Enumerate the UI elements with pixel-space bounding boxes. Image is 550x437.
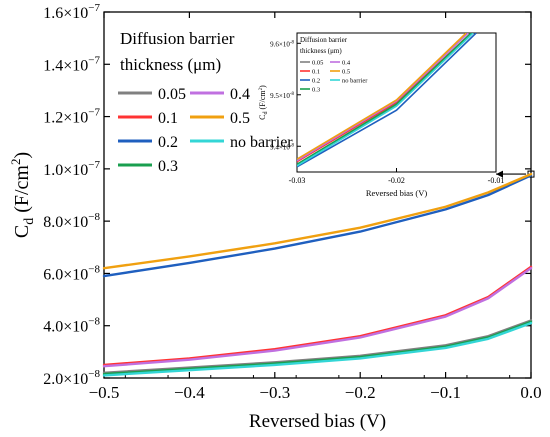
main-series-group [102,172,533,377]
y-axis-label-close: ) [11,152,33,159]
y-tick-label: 4.0×10−8 [43,316,100,336]
inset-series-line-0.5 [297,33,467,160]
y-tick-label: 1.6×10−7 [43,2,100,22]
y-tick-label: 1.4×10−7 [43,54,100,74]
inset-series-line-0.2 [297,33,477,168]
legend-title-line1: Diffusion barrier [120,29,235,48]
y-tick-label: 8.0×10−8 [43,211,100,231]
y-tick-label: 6.0×10−8 [43,263,100,283]
inset-series-line-no-barrier [297,33,474,167]
x-tick-label: −0.4 [174,383,205,402]
x-tick-label: −0.3 [259,383,290,402]
y-axis-label-main: C [11,225,33,238]
series-line-0.5 [102,172,533,270]
y-tick-mantissa: 1.4×10 [43,57,88,74]
inset-y-tick-label: 9.6×10-8 [270,40,294,48]
legend-entry-label: no barrier [230,134,293,151]
y-axis-label-sup: 2 [8,159,23,166]
x-axis-label: Reversed bias (V) [249,411,386,432]
zoom-arrow-head [496,170,503,178]
x-tick-label: −0.1 [430,383,461,402]
y-tick-exponent: −7 [88,54,100,66]
series-line-0.05 [102,319,533,374]
inset-y-axis-label-close: ) [258,85,267,88]
inset-series-group [297,33,477,168]
inset-legend-entry-label: no barrier [342,78,368,85]
y-tick-exponent: −7 [88,159,100,171]
y-tick-mantissa: 1.0×10 [43,162,88,179]
main-axes: −0.5 −0.4 −0.3 −0.2 −0.1 0.02.0×10−84.0×10−86… [8,2,542,432]
inset-y-axis-label-units: (F/cm [258,90,267,112]
inset-y-axis-label-sup: 2 [259,87,264,90]
legend-entry-label: 0.4 [230,86,250,103]
inset-x-axis-label: Reversed bias (V) [366,188,428,198]
inset-x-tick-label: -0.01 [488,176,505,185]
y-axis-label-sub: d [22,218,37,225]
legend-entry-label: 0.05 [158,86,186,103]
inset-y-tick-mantissa: 9.6×10 [270,40,290,48]
inset-legend-entry-label: 0.4 [342,60,351,67]
inset-y-tick-mantissa: 9.4×10 [270,143,290,151]
inset-x-tick-label: -0.02 [388,176,405,185]
legend-entry-label: 0.5 [230,110,250,127]
inset-y-axis-label-main: C [258,114,267,119]
y-tick-exponent: −8 [88,263,100,275]
y-tick-mantissa: 4.0×10 [43,319,88,336]
inset-x-tick-label: -0.03 [289,176,306,185]
y-tick-mantissa: 1.2×10 [43,110,88,127]
inset-y-tick-label: 9.4×10-8 [270,143,294,151]
inset-legend-entry-label: 0.3 [312,87,320,94]
y-tick-exponent: −8 [88,368,100,380]
inset-series-line-0.4 [297,33,469,162]
series-line-no-barrier [102,321,533,377]
inset-y-axis-label: Cd (F/cm2) [258,85,269,120]
inset-y-tick-exponent: -8 [290,92,295,97]
y-tick-label: 2.0×10−8 [43,368,100,388]
legend-entry-label: 0.2 [158,134,178,151]
inset-legend-entry-label: 0.2 [312,78,320,85]
y-tick-mantissa: 8.0×10 [43,214,88,231]
plot-frame [103,11,532,379]
inset-plot: -0.03 -0.02 -0.019.4×10-89.5×10-89.6×10-8R… [258,32,526,198]
inset-legend-entry-label: 0.05 [312,60,323,67]
x-tick-label: −0.5 [89,383,120,402]
y-tick-mantissa: 6.0×10 [43,266,88,283]
legend-entry-label: 0.3 [158,158,178,175]
inset-y-tick-mantissa: 9.5×10 [270,92,290,100]
inset-legend-entry-label: 0.1 [312,69,320,76]
y-tick-exponent: −7 [88,2,100,14]
y-axis-label: Cd (F/cm2) [8,152,37,238]
inset-legend-entry-label: 0.5 [342,69,350,76]
y-axis-label-units: (F/cm [11,165,33,218]
inset-legend-title-line1: Diffusion barrier [300,36,348,44]
y-tick-label: 1.2×10−7 [43,107,100,127]
inset-legend-title-line2: thickness (μm) [300,47,342,55]
inset-y-tick-label: 9.5×10-8 [270,92,294,100]
y-tick-label: 1.0×10−7 [43,159,100,179]
series-line-0.2 [102,174,533,278]
inset-y-tick-exponent: -8 [290,143,295,148]
y-tick-exponent: −8 [88,211,100,223]
x-tick-label: 0.0 [520,383,541,402]
series-line-0.3 [102,320,533,376]
y-tick-mantissa: 2.0×10 [43,371,88,388]
inset-y-axis-label-sub: d [263,111,269,114]
inset-y-tick-exponent: -8 [290,40,295,45]
x-tick-label: −0.2 [345,383,376,402]
legend-entry-label: 0.1 [158,110,178,127]
inset-series-line-0.3 [297,33,472,165]
y-tick-exponent: −8 [88,316,100,328]
y-tick-mantissa: 1.6×10 [43,5,88,22]
main-legend: Diffusion barrier thickness (μm) 0.05 0.4 0.… [118,29,293,175]
legend-title-line2: thickness (μm) [120,55,221,74]
series-line-0.4 [102,267,533,368]
y-tick-exponent: −7 [88,107,100,119]
